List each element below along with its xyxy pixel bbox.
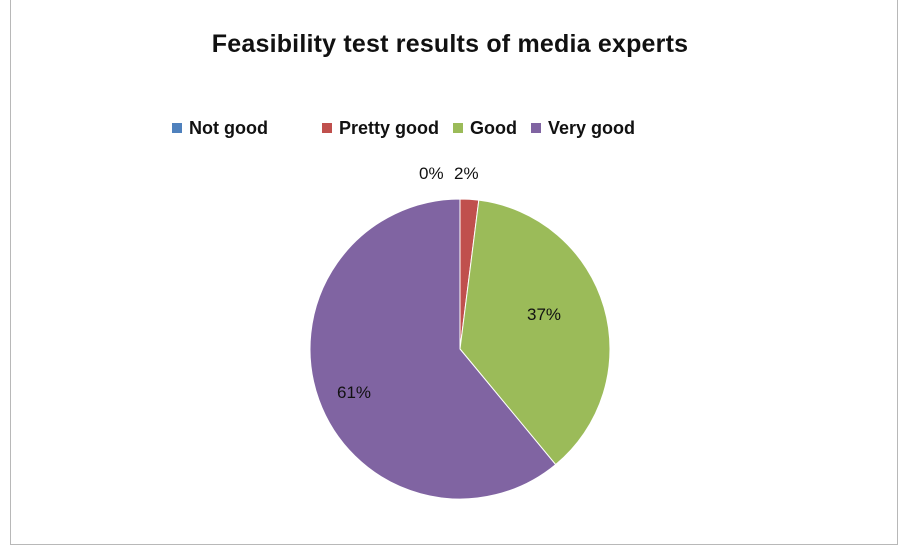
- data-label-very-good: 61%: [337, 383, 371, 402]
- pie-data-labels: 0% 2% 37% 61%: [337, 164, 561, 402]
- data-label-good: 37%: [527, 305, 561, 324]
- data-label-not-good: 0%: [419, 164, 444, 183]
- legend-item-good: Good: [453, 118, 517, 139]
- pie-slice-very-good: [309, 198, 557, 500]
- legend-item-pretty-good: Pretty good: [321, 117, 439, 139]
- legend-swatch-very-good: [531, 123, 541, 133]
- pie-slices: [309, 198, 611, 500]
- pie-slice-good: [459, 199, 611, 466]
- legend-item-not-good: Not good: [172, 118, 268, 139]
- legend-label-very-good: Very good: [548, 117, 636, 138]
- data-label-pretty-good: 2%: [454, 164, 479, 183]
- legend-swatch-good: [453, 123, 463, 133]
- legend-swatch-pretty-good: [321, 123, 332, 133]
- chart-legend: Not good Pretty good Good Very good: [172, 116, 635, 140]
- legend-item-very-good: Very good: [531, 118, 635, 139]
- legend-swatch-not-good: [172, 123, 182, 133]
- chart-title: Feasibility test results of media expert…: [211, 30, 689, 58]
- legend-label-pretty-good: Pretty good: [338, 117, 439, 138]
- legend-label-not-good: Not good: [189, 117, 268, 138]
- legend-label-good: Good: [470, 117, 517, 138]
